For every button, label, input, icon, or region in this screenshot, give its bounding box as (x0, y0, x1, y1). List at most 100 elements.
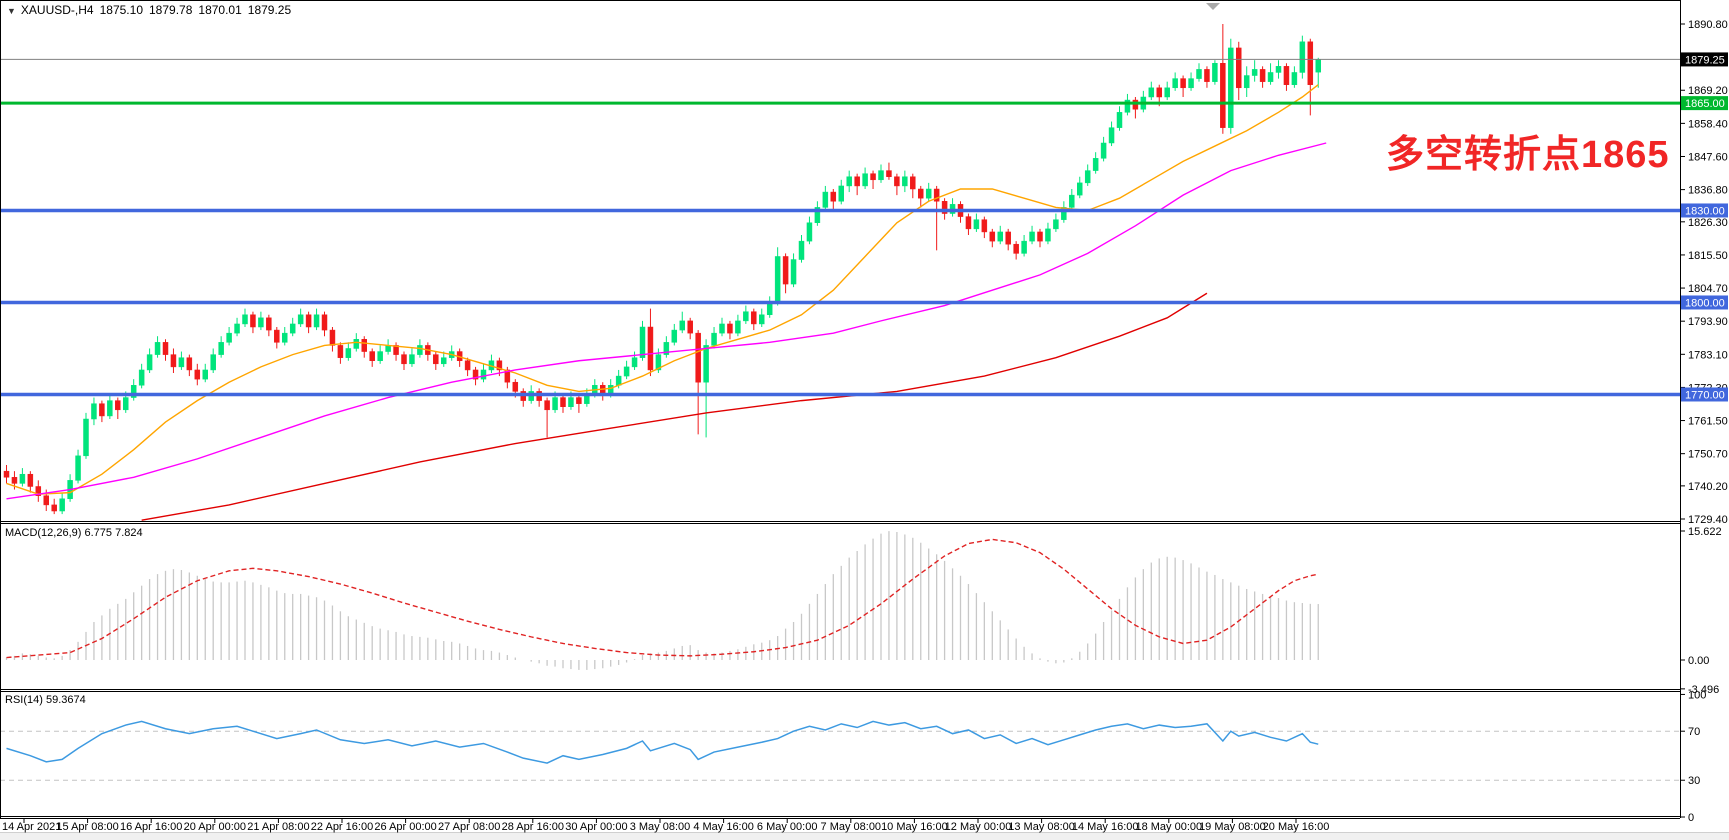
candle-body (1084, 170, 1091, 184)
candle-body (1061, 207, 1067, 220)
candle-body (202, 369, 208, 380)
candle-body (1116, 112, 1123, 128)
candle-body (973, 219, 980, 230)
candle-body (568, 397, 574, 408)
macd-axis-tick-label: 15.622 (1688, 526, 1722, 538)
candle-body (1013, 243, 1019, 254)
candle-body (1291, 72, 1298, 85)
bottom-strip (0, 833, 1729, 840)
candle-body (854, 176, 860, 187)
candle-body (838, 185, 844, 202)
chart-header: ▼ XAUUSD-,H4 1875.10 1879.78 1870.01 1879.25 (7, 3, 291, 17)
candle-body (989, 231, 996, 242)
candle-body (1132, 99, 1139, 110)
candle-body (59, 498, 65, 512)
candle-body (1172, 78, 1178, 89)
candle-body (99, 403, 105, 417)
candle-body (790, 259, 797, 285)
candle-body (878, 170, 884, 181)
time-axis-label: 20 May 16:00 (1263, 821, 1330, 833)
candle-body (464, 360, 471, 371)
candle-body (496, 360, 503, 371)
candle-body (11, 477, 18, 484)
candle-body (178, 357, 185, 368)
time-axis-label: 3 May 08:00 (630, 821, 691, 833)
rsi-name: RSI(14) (5, 694, 43, 706)
candle-body (138, 369, 145, 386)
price-badge-1879.25 (1681, 52, 1728, 67)
candle-body (695, 332, 701, 383)
time-axis-label: 13 May 08:00 (1008, 821, 1075, 833)
candle-body (83, 418, 89, 457)
candle-body (647, 326, 654, 371)
candle-body (1180, 78, 1186, 89)
candle-body (965, 216, 972, 230)
macd-signal-value: 7.824 (115, 527, 143, 539)
candle-body (401, 354, 407, 365)
candle-body (1315, 59, 1321, 73)
price-axis-tick-label: 1890.80 (1688, 19, 1728, 31)
candle-body (576, 397, 582, 404)
candle-body (19, 473, 26, 484)
candle-body (1124, 99, 1131, 113)
candle-body (43, 495, 49, 506)
candle-body (798, 240, 805, 260)
candle-body (544, 400, 550, 411)
time-axis-label: 22 Apr 16:00 (311, 821, 373, 833)
candle-body (663, 342, 670, 355)
macd-indicator-label: MACD(12,26,9) 6.775 7.824 (5, 527, 143, 539)
price-axis-tick-label: 1815.50 (1688, 250, 1728, 262)
candle-body (91, 403, 97, 420)
time-axis-label: 12 May 00:00 (945, 821, 1012, 833)
candle-body (910, 176, 916, 190)
macd-main-value: 6.775 (84, 527, 113, 539)
rsi-value: 59.3674 (45, 694, 86, 706)
main-price-panel[interactable] (3, 24, 1327, 521)
price-badge-label: 1800.00 (1685, 297, 1725, 309)
candle-body (743, 311, 749, 322)
candle-body (1299, 41, 1306, 73)
candle-body (886, 170, 892, 177)
candle-body (393, 345, 399, 355)
price-badge-1800.00 (1681, 295, 1728, 310)
candle-body (313, 314, 320, 328)
rsi-axis-tick-label: 30 (1688, 775, 1700, 787)
candle-body (711, 332, 717, 346)
rsi-panel[interactable] (0, 720, 1680, 781)
candle-body (218, 342, 224, 355)
macd-axis-tick-label: -3.496 (1688, 684, 1719, 696)
candle-body (997, 231, 1003, 242)
price-axis-tick-label: 1750.70 (1688, 449, 1728, 461)
candle-body (1005, 231, 1011, 245)
candle-body (297, 314, 304, 325)
ma-mid-line (6, 142, 1327, 500)
candle-body (1283, 66, 1290, 85)
candle-body (560, 397, 566, 408)
candle-body (369, 351, 375, 361)
candle-body (1251, 69, 1258, 76)
candle-body (552, 397, 558, 411)
candle-body (727, 323, 733, 334)
candle-body (1236, 47, 1242, 89)
candle-body (377, 351, 383, 361)
price-axis-tick-label: 1783.10 (1688, 349, 1728, 361)
candle-body (774, 256, 781, 303)
candle-body (1220, 63, 1226, 128)
candle-body (250, 314, 256, 328)
trade-annotation[interactable]: 多空转折点1865 (1386, 134, 1670, 176)
candle-body (146, 354, 153, 371)
ohlc-low: 1870.01 (198, 3, 242, 17)
candle-body (472, 369, 479, 380)
candle-body (735, 320, 741, 334)
symbol-dropdown-icon[interactable]: ▼ (7, 6, 16, 16)
candle-body (814, 207, 821, 223)
price-axis-tick-label: 1847.60 (1688, 151, 1728, 163)
candle-body (1037, 231, 1043, 242)
candle-body (130, 385, 137, 398)
macd-panel[interactable] (5, 531, 1319, 670)
candle-body (3, 470, 10, 478)
candle-body (274, 329, 280, 343)
